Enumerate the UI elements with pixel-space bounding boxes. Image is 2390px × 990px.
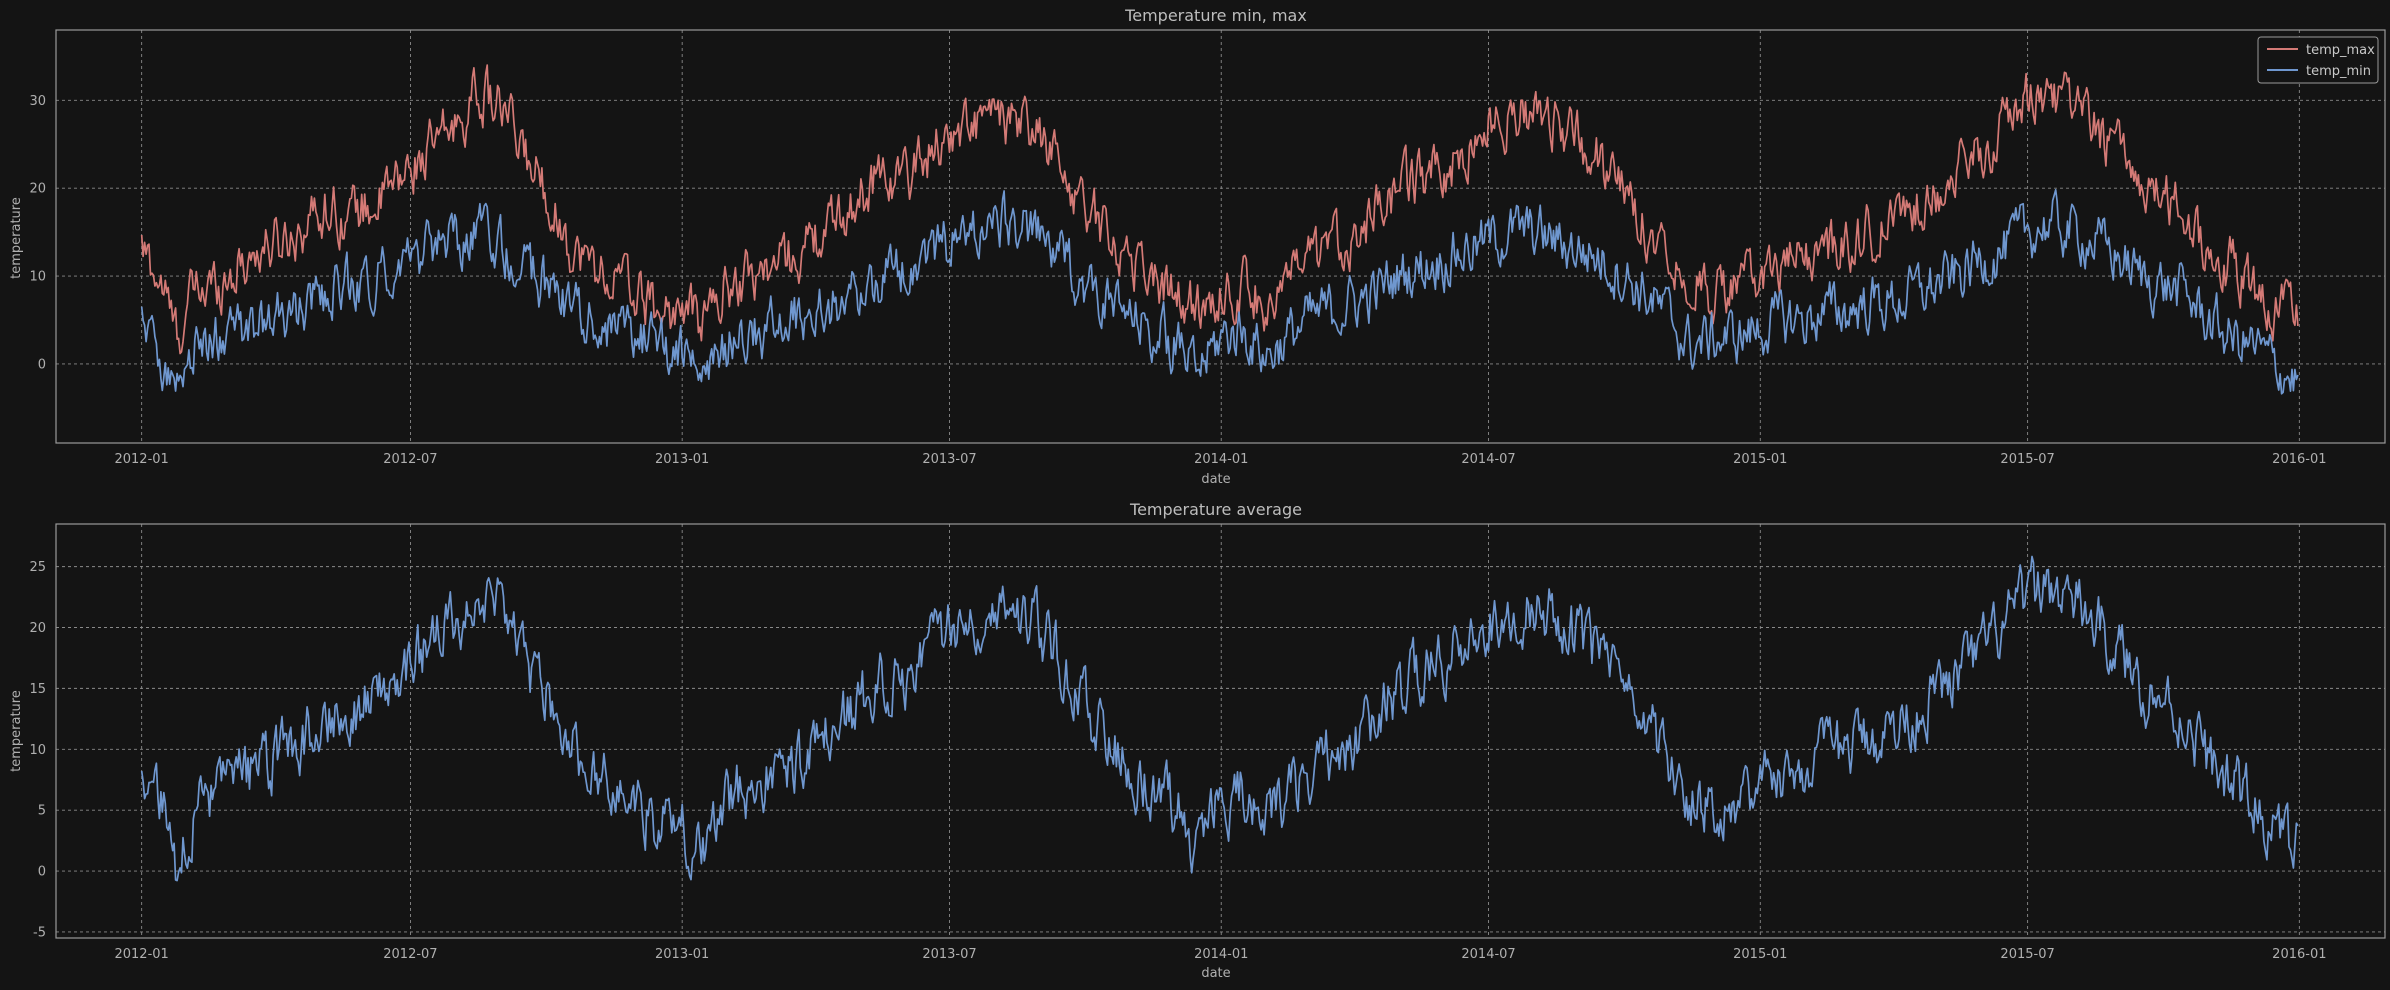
plot-frame-top <box>55 29 2386 444</box>
legend-label-min: temp_min <box>2306 64 2371 79</box>
x-tick-label: 2012-01 <box>114 947 168 962</box>
x-tick-label: 2015-07 <box>2000 452 2054 467</box>
y-axis-label-bottom: temperature <box>9 690 24 772</box>
y-tick-label: 5 <box>38 804 46 819</box>
y-tick-label: 0 <box>38 357 46 372</box>
x-tick-label: 2014-07 <box>1461 947 1515 962</box>
temp-max-line <box>140 64 2299 355</box>
x-tick-label: 2013-07 <box>922 947 976 962</box>
ticks-top: 2012-01 2012-07 2013-01 2013-07 2014-01 2014-… <box>29 94 2326 467</box>
chart-title-bottom: Temperature average <box>1129 500 1302 519</box>
y-tick-label: 20 <box>29 182 46 197</box>
y-axis-label-top: temperature <box>9 197 24 279</box>
plot-frame-bottom <box>55 523 2386 939</box>
y-tick-label: 15 <box>29 682 46 697</box>
x-tick-label: 2016-01 <box>2272 452 2326 467</box>
x-tick-label: 2012-01 <box>114 452 168 467</box>
grid-top <box>56 30 2385 443</box>
legend-label-max: temp_max <box>2306 43 2375 58</box>
x-tick-label: 2013-07 <box>922 452 976 467</box>
temp-average-line <box>140 555 2299 882</box>
chart-top: Temperature min, max 2012-01 2012-07 2013-… <box>9 6 2386 487</box>
x-tick-label: 2013-01 <box>655 947 709 962</box>
y-tick-label: 10 <box>29 270 46 285</box>
x-axis-label-bottom: date <box>1201 966 1230 981</box>
x-tick-label: 2012-07 <box>383 452 437 467</box>
x-tick-label: 2014-01 <box>1194 947 1248 962</box>
y-tick-label: -5 <box>33 925 46 940</box>
x-tick-label: 2015-01 <box>1733 947 1787 962</box>
chart-bottom: Temperature average 2012-01 2012-07 2013-0… <box>9 500 2386 981</box>
x-tick-label: 2014-07 <box>1461 452 1515 467</box>
x-tick-label: 2012-07 <box>383 947 437 962</box>
y-tick-label: 0 <box>38 865 46 880</box>
series-bottom <box>140 555 2299 882</box>
x-axis-label-top: date <box>1201 472 1230 487</box>
chart-title-top: Temperature min, max <box>1124 6 1307 25</box>
series-top <box>140 64 2299 395</box>
y-tick-label: 10 <box>29 743 46 758</box>
legend: temp_max temp_min <box>2257 36 2379 84</box>
y-tick-label: 25 <box>29 560 46 575</box>
y-tick-label: 20 <box>29 621 46 636</box>
x-tick-label: 2015-07 <box>2000 947 2054 962</box>
grid-bottom <box>56 524 2385 938</box>
x-tick-label: 2013-01 <box>655 452 709 467</box>
y-tick-label: 30 <box>29 94 46 109</box>
x-tick-label: 2016-01 <box>2272 947 2326 962</box>
temp-min-line <box>140 188 2299 395</box>
x-tick-label: 2014-01 <box>1194 452 1248 467</box>
x-tick-label: 2015-01 <box>1733 452 1787 467</box>
ticks-bottom: 2012-01 2012-07 2013-01 2013-07 2014-01 2014-… <box>29 560 2326 962</box>
